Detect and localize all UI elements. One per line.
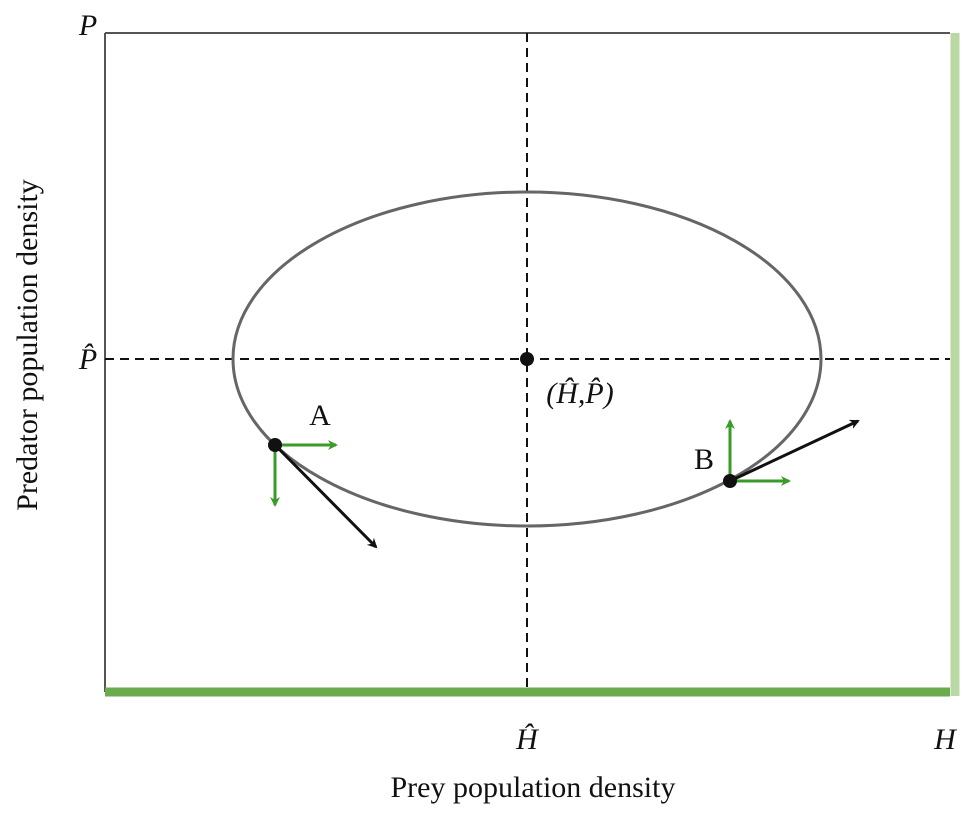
y-top-label: P [78,9,97,42]
point-a-vectors [268,438,378,549]
point-b-vectors [723,419,860,488]
x-end-label: H [933,723,958,756]
x-title: Prey population density [391,771,676,804]
point-label: A [309,399,331,432]
y-mid-label: P̂ [78,343,97,376]
cycle [231,190,823,528]
equilibrium-label: (Ĥ,P̂) [546,377,613,410]
frame [104,32,960,697]
x-mid-label: Ĥ [515,723,540,756]
equilibrium-point [520,352,534,366]
y-title: Predator population density [11,179,44,511]
point-label: B [694,443,714,476]
